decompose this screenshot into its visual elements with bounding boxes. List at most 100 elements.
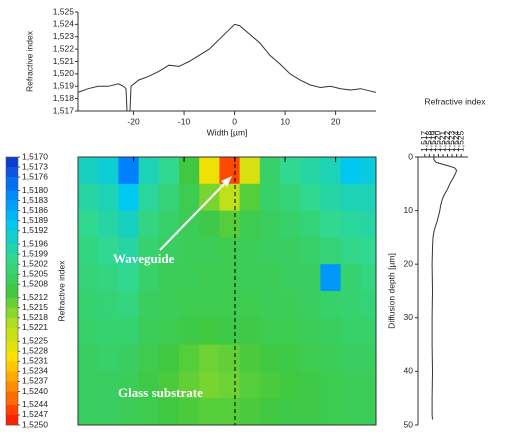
heat-cell — [341, 371, 362, 398]
heat-cell — [219, 318, 240, 345]
heat-cell — [240, 184, 261, 211]
colorbar-tick-label: 1,5212 — [22, 292, 48, 302]
heat-cell — [98, 264, 119, 291]
colorbar-tick-label: 1,5176 — [22, 171, 48, 181]
colorbar-tick-label: 1,5234 — [22, 366, 48, 376]
y-tick-label: 1,521 — [53, 56, 75, 66]
heat-cell — [320, 318, 341, 345]
heat-cell — [179, 398, 200, 425]
colorbar-tick-label: 1,5218 — [22, 312, 48, 322]
heat-cell — [260, 184, 281, 211]
heat-cell — [159, 184, 180, 211]
depth-tick-label: 20 — [404, 258, 414, 268]
heat-cell — [118, 345, 139, 372]
colorbar-segment — [6, 298, 18, 308]
heat-cell — [341, 211, 362, 238]
heat-cell — [219, 291, 240, 318]
heat-cell — [199, 157, 220, 184]
colorbar-segment — [6, 308, 18, 318]
colorbar-segment — [6, 361, 18, 371]
heat-cell — [179, 291, 200, 318]
heat-cell — [118, 398, 139, 425]
heat-cell — [139, 184, 160, 211]
heat-cell — [341, 157, 362, 184]
heat-cell — [78, 291, 99, 318]
colorbar-segment — [6, 274, 18, 284]
colorbar-tick-label: 1,5240 — [22, 386, 48, 396]
annotation: Waveguide — [113, 251, 175, 266]
heat-cell — [341, 291, 362, 318]
heat-cell — [240, 291, 261, 318]
heat-cell — [361, 398, 377, 425]
heat-cell — [361, 184, 377, 211]
heat-cell — [78, 345, 99, 372]
heat-cell — [179, 237, 200, 264]
colorbar-segment — [6, 191, 18, 201]
heat-cell — [300, 398, 321, 425]
y-tick-label: 1,524 — [53, 19, 75, 29]
y-tick-label: 1,525 — [53, 6, 75, 16]
heat-cell — [361, 291, 377, 318]
heat-cell — [159, 318, 180, 345]
heat-cell — [159, 345, 180, 372]
colorbar-tick-label: 1,5205 — [22, 269, 48, 279]
colorbar-tick-label: 1,5183 — [22, 195, 48, 205]
heat-cell — [280, 184, 301, 211]
y-tick-label: 1,517 — [53, 105, 75, 115]
heat-cell — [320, 237, 341, 264]
heat-cell — [118, 318, 139, 345]
heat-cell — [118, 184, 139, 211]
colorbar-segment — [6, 221, 18, 231]
heat-cell — [199, 237, 220, 264]
heat-cell — [139, 157, 160, 184]
heat-cell — [300, 371, 321, 398]
heat-cell — [240, 157, 261, 184]
value-axis-label: Refractive index — [425, 96, 487, 106]
heat-cell — [78, 211, 99, 238]
heat-cell — [300, 157, 321, 184]
x-tick-label: 0 — [232, 116, 237, 126]
heat-cell — [240, 318, 261, 345]
colorbar-tick-label: 1,5247 — [22, 409, 48, 419]
heat-cell — [260, 211, 281, 238]
heat-cell — [98, 211, 119, 238]
heat-cell — [260, 291, 281, 318]
heat-cell — [199, 211, 220, 238]
heat-cell — [219, 237, 240, 264]
heat-cell — [78, 184, 99, 211]
heat-cell — [78, 398, 99, 425]
heat-cell — [280, 398, 301, 425]
heat-cell — [179, 345, 200, 372]
heat-cell — [240, 371, 261, 398]
colorbar-segment — [6, 392, 18, 406]
heat-cell — [199, 318, 220, 345]
heat-cell — [280, 291, 301, 318]
y-tick-label: 1,519 — [53, 81, 75, 91]
heat-cell — [199, 345, 220, 372]
x-tick-label: 20 — [331, 116, 341, 126]
heat-cell — [139, 211, 160, 238]
colorbar-tick-label: 1,5199 — [22, 248, 48, 258]
heat-cell — [179, 318, 200, 345]
colorbar-label: Refractive index — [56, 260, 66, 322]
depth-tick-label: 10 — [404, 205, 414, 215]
heat-cell — [300, 345, 321, 372]
heat-cell — [300, 184, 321, 211]
heat-cell — [199, 291, 220, 318]
colorbar-tick-label: 1,5231 — [22, 356, 48, 366]
colorbar-tick-label: 1,5189 — [22, 215, 48, 225]
heat-cell — [361, 318, 377, 345]
colorbar-segment — [6, 167, 18, 177]
heat-cell — [199, 264, 220, 291]
colorbar-segment — [6, 341, 18, 351]
heat-cell — [139, 264, 160, 291]
heat-cell — [219, 398, 240, 425]
heat-cell — [260, 264, 281, 291]
heat-cell — [98, 345, 119, 372]
heat-cell — [199, 398, 220, 425]
heat-cell — [118, 291, 139, 318]
depth-tick-label: 30 — [404, 312, 414, 322]
heat-cell — [179, 184, 200, 211]
heat-cell — [159, 157, 180, 184]
heat-cell — [280, 318, 301, 345]
